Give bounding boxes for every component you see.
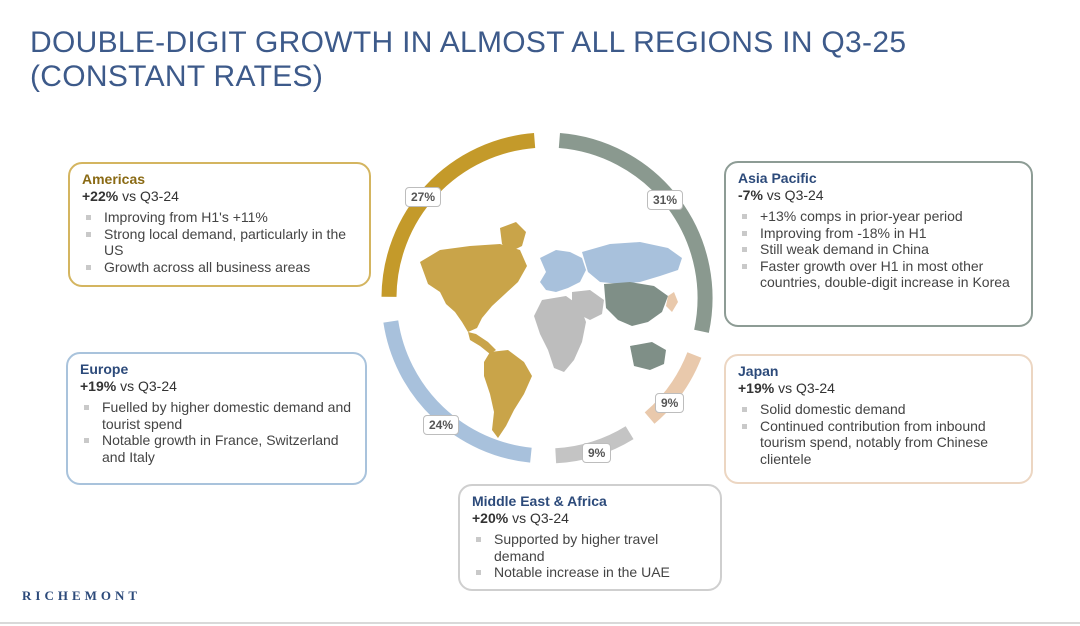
map-central-america bbox=[468, 332, 496, 354]
list-item: Continued contribution from inbound tour… bbox=[738, 418, 1019, 468]
map-russia bbox=[582, 242, 682, 284]
list-item: Fuelled by higher domestic demand and to… bbox=[80, 399, 353, 432]
bullet-list: Supported by higher travel demand Notabl… bbox=[472, 531, 708, 581]
region-growth: +22% vs Q3-24 bbox=[82, 188, 357, 205]
ring-segment-europe bbox=[383, 320, 532, 463]
map-australia bbox=[630, 342, 666, 370]
page-title: DOUBLE-DIGIT GROWTH IN ALMOST ALL REGION… bbox=[30, 26, 1030, 94]
growth-comparison: vs Q3-24 bbox=[778, 380, 835, 396]
growth-value: +19% bbox=[80, 378, 117, 394]
pct-label-americas: 27% bbox=[405, 187, 442, 207]
map-greenland bbox=[500, 222, 526, 252]
list-item: Strong local demand, particularly in the… bbox=[82, 226, 357, 259]
map-japan bbox=[666, 292, 678, 312]
list-item: +13% comps in prior-year period bbox=[738, 208, 1019, 225]
growth-value: -7% bbox=[738, 187, 763, 203]
list-item: Solid domestic demand bbox=[738, 401, 1019, 418]
growth-comparison: vs Q3-24 bbox=[766, 187, 824, 203]
card-americas: Americas +22% vs Q3-24 Improving from H1… bbox=[68, 162, 371, 287]
card-japan: Japan +19% vs Q3-24 Solid domestic deman… bbox=[724, 354, 1033, 484]
growth-comparison: vs Q3-24 bbox=[122, 188, 179, 204]
growth-comparison: vs Q3-24 bbox=[120, 378, 177, 394]
card-asia-pacific: Asia Pacific -7% vs Q3-24 +13% comps in … bbox=[724, 161, 1033, 327]
map-north-america bbox=[420, 244, 527, 332]
list-item: Faster growth over H1 in most other coun… bbox=[738, 258, 1019, 291]
bullet-list: Improving from H1's +11% Strong local de… bbox=[82, 209, 357, 275]
list-item: Supported by higher travel demand bbox=[472, 531, 708, 564]
card-middle-east-africa: Middle East & Africa +20% vs Q3-24 Suppo… bbox=[458, 484, 722, 591]
region-growth: +19% vs Q3-24 bbox=[80, 378, 353, 395]
region-name: Asia Pacific bbox=[738, 170, 817, 186]
pct-label-europe: 24% bbox=[423, 415, 460, 435]
map-africa bbox=[534, 296, 586, 372]
list-item: Growth across all business areas bbox=[82, 259, 357, 276]
richemont-logo: RICHEMONT bbox=[22, 588, 142, 603]
region-name: Europe bbox=[80, 361, 129, 377]
ring-segment-japan bbox=[644, 352, 702, 424]
pct-label-mea: 9% bbox=[582, 443, 612, 463]
list-item: Notable growth in France, Switzerland an… bbox=[80, 432, 353, 465]
title-line-1: DOUBLE-DIGIT GROWTH IN ALMOST ALL REGION… bbox=[30, 26, 907, 59]
world-map bbox=[420, 222, 682, 438]
region-name: Americas bbox=[82, 171, 146, 187]
growth-comparison: vs Q3-24 bbox=[512, 510, 569, 526]
region-name: Middle East & Africa bbox=[472, 493, 607, 509]
region-growth: +19% vs Q3-24 bbox=[738, 380, 1019, 397]
title-line-2: (CONSTANT RATES) bbox=[30, 60, 324, 93]
list-item: Improving from -18% in H1 bbox=[738, 225, 1019, 242]
map-europe bbox=[540, 250, 586, 292]
bullet-list: +13% comps in prior-year period Improvin… bbox=[738, 208, 1019, 291]
card-europe: Europe +19% vs Q3-24 Fuelled by higher d… bbox=[66, 352, 367, 485]
pct-label-japan: 9% bbox=[655, 393, 685, 413]
footer-divider bbox=[0, 622, 1080, 624]
region-growth: -7% vs Q3-24 bbox=[738, 187, 1019, 204]
list-item: Notable increase in the UAE bbox=[472, 564, 708, 581]
region-name: Japan bbox=[738, 363, 779, 379]
growth-value: +22% bbox=[82, 188, 119, 204]
growth-value: +20% bbox=[472, 510, 509, 526]
growth-value: +19% bbox=[738, 380, 775, 396]
list-item: Improving from H1's +11% bbox=[82, 209, 357, 226]
bullet-list: Solid domestic demand Continued contribu… bbox=[738, 401, 1019, 467]
bullet-list: Fuelled by higher domestic demand and to… bbox=[80, 399, 353, 465]
region-growth: +20% vs Q3-24 bbox=[472, 510, 708, 527]
map-asia bbox=[604, 282, 668, 326]
pct-label-asia-pacific: 31% bbox=[647, 190, 684, 210]
list-item: Still weak demand in China bbox=[738, 241, 1019, 258]
map-south-america bbox=[484, 350, 532, 438]
